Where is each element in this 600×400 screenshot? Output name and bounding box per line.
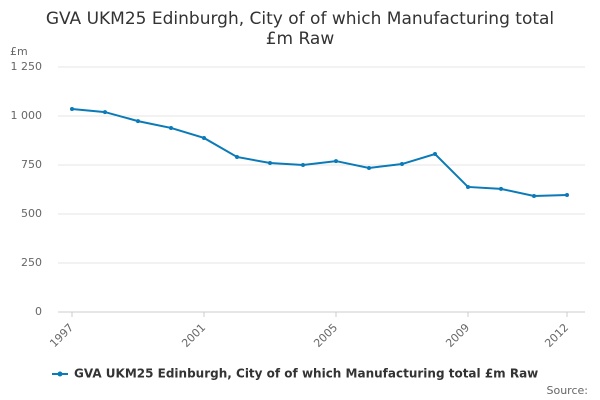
point bbox=[565, 192, 569, 197]
point bbox=[433, 152, 437, 157]
point bbox=[169, 125, 173, 130]
line bbox=[71, 107, 568, 197]
x-tick-label: 2001 bbox=[179, 321, 208, 350]
point bbox=[334, 159, 338, 164]
y-tick-label: 1 000 bbox=[11, 109, 43, 122]
x-tick-label: 2009 bbox=[443, 321, 472, 350]
source: Source: bbox=[547, 384, 589, 397]
y-axis-label: £m bbox=[10, 45, 28, 58]
point bbox=[235, 154, 239, 159]
y-tick-label: 250 bbox=[21, 256, 42, 269]
chart-title: GVA UKM25 Edinburgh, City of of which Ma… bbox=[46, 9, 554, 29]
point bbox=[367, 165, 371, 170]
point bbox=[103, 110, 107, 115]
point bbox=[136, 119, 140, 124]
point bbox=[466, 184, 470, 189]
x-tick-label: 2012 bbox=[542, 321, 571, 350]
point bbox=[268, 161, 272, 166]
point bbox=[532, 193, 536, 198]
legend-label: GVA UKM25 Edinburgh, City of of which Ma… bbox=[74, 367, 538, 381]
y-tick-label: 0 bbox=[35, 305, 42, 318]
chart-subtitle: £m Raw bbox=[266, 29, 335, 49]
y-tick-label: 500 bbox=[21, 207, 42, 220]
point bbox=[499, 186, 503, 191]
point bbox=[400, 162, 404, 167]
point bbox=[202, 135, 206, 140]
legend-marker bbox=[57, 371, 63, 377]
y-tick-label: 750 bbox=[21, 158, 42, 171]
point bbox=[301, 163, 305, 167]
point bbox=[70, 106, 74, 111]
x-tick-label: 2005 bbox=[311, 321, 340, 350]
x-tick-label: 1997 bbox=[47, 321, 76, 350]
y-tick-label: 1 250 bbox=[11, 60, 43, 73]
